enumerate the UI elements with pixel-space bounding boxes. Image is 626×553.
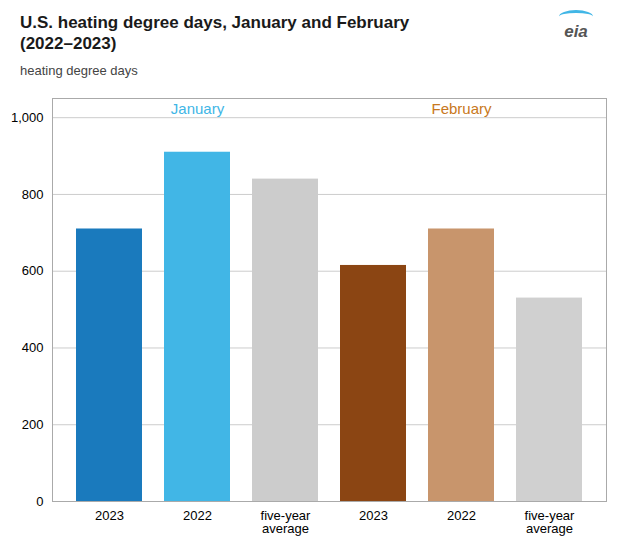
html-text:eia: eia (564, 22, 588, 41)
svg-text:February: February (431, 99, 492, 116)
svg-text:600: 600 (22, 263, 44, 278)
svg-text:2023: 2023 (359, 507, 388, 522)
svg-text:January: January (171, 99, 225, 116)
svg-text:five-yearaverage: five-yearaverage (525, 507, 576, 535)
svg-text:400: 400 (22, 340, 44, 355)
svg-text:0: 0 (36, 493, 43, 508)
svg-text:2022: 2022 (183, 507, 212, 522)
html-text:U.S. heating degree days, Janu: U.S. heating degree days, January and Fe… (20, 13, 410, 54)
svg-text:2023: 2023 (95, 507, 124, 522)
svg-text:1,000: 1,000 (11, 109, 44, 124)
svg-text:800: 800 (22, 186, 44, 201)
html-text:heating degree days: heating degree days (20, 62, 138, 78)
svg-text:2022: 2022 (447, 507, 476, 522)
svg-text:200: 200 (22, 416, 44, 431)
svg-text:five-yearaverage: five-yearaverage (261, 507, 312, 535)
